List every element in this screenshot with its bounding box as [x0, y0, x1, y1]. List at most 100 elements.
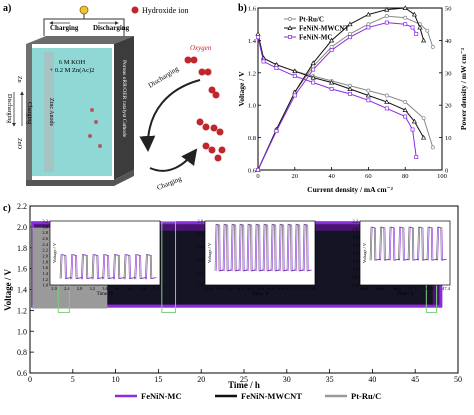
power-line — [257, 22, 417, 171]
legend-label: Pt-Ru/C — [351, 391, 381, 401]
data-point — [411, 118, 417, 124]
inset-y-tick-label: 1.4 — [352, 251, 358, 256]
panel-label-a: a) — [3, 3, 11, 14]
inset-y-tick-label: 1.8 — [352, 235, 358, 240]
y-tick-label: 1.8 — [17, 244, 27, 253]
inset-x-tick-label: 3.6 — [102, 286, 108, 291]
x-tick-label: 35 — [326, 375, 334, 384]
data-point — [403, 114, 408, 119]
inset-x-tick-label: 47.4 — [442, 286, 451, 291]
y2-tick-label: 40 — [445, 38, 452, 45]
inset-y-tick-label: 3.0 — [42, 224, 48, 229]
inset-x-tick-label: 47.0 — [409, 286, 418, 291]
data-point — [256, 35, 260, 40]
inset-y-tick-label: 1.2 — [42, 277, 48, 282]
inset-y-tick-label: 1.0 — [352, 267, 358, 272]
inset-y-tick-label: 0.6 — [352, 283, 358, 288]
hydroxide-ions — [88, 108, 102, 148]
cathode-plate — [114, 36, 134, 180]
polarization-line — [257, 35, 434, 148]
x-tick-label: 40 — [328, 173, 335, 180]
y-tick-label: 1.0 — [17, 327, 27, 336]
data-point — [430, 145, 435, 150]
inset-x-tick-label: 46.6 — [376, 286, 385, 291]
inset-x-tick-label: 16.2 — [246, 286, 254, 291]
inset-3: 0.6 0.8 1.0 1.2 1.4 1.6 1.8 2.0 2.2 46.4 46.6 46.8 4… — [352, 219, 450, 297]
data-point — [417, 24, 423, 30]
inset-x-tick-label: 5.2 — [153, 286, 159, 291]
inset-y-tick-label: 1.0 — [197, 283, 203, 288]
inset-y-axis-label: Voltage / V — [207, 242, 212, 263]
x-tick-label: 0 — [256, 173, 259, 180]
electrolyte-line1: 6 M KOH — [59, 59, 86, 66]
x-tick-label: 45 — [411, 375, 419, 384]
inset-2: 1.01.21.41.61.82.015.4 15.6 15.8 16.0 16.2 16… — [197, 219, 315, 297]
data-point — [430, 44, 435, 49]
data-point — [329, 79, 335, 85]
inset-y-axis-label: Voltage / V — [52, 242, 57, 263]
data-point — [366, 98, 371, 103]
inset-cycle-line — [60, 254, 157, 280]
data-point — [329, 44, 334, 49]
data-point — [384, 106, 389, 111]
series-group — [255, 5, 435, 172]
inset-y-tick-label: 2.2 — [42, 248, 48, 253]
data-point — [384, 6, 390, 12]
inset-y-tick-label: 1.8 — [42, 259, 48, 264]
data-point — [425, 28, 430, 33]
data-point — [256, 168, 260, 172]
y2-tick-label: 20 — [445, 103, 452, 110]
arrow-charging-label: Charging — [156, 175, 183, 192]
inset-x-tick-label: 17.0 — [287, 286, 296, 291]
data-point — [329, 48, 334, 53]
y2-axis-label: Power density / mW cm⁻² — [459, 47, 468, 130]
left-charging-label: Charging — [26, 102, 32, 124]
anode-label: Zinc Anode — [48, 98, 54, 126]
inset-y-tick-label: 1.2 — [352, 259, 358, 264]
inset-x-tick-label: 17.2 — [297, 286, 305, 291]
oxygen-label: Oxygen — [190, 44, 212, 52]
inset-frame — [49, 220, 161, 286]
y-tick-label: 2.2 — [17, 202, 27, 211]
data-point — [414, 31, 419, 36]
inset-y-tick-label: 2.4 — [42, 242, 48, 247]
data-point — [410, 25, 415, 30]
inset-frame — [359, 220, 451, 286]
x-axis-ticks: 0 20 40 60 80 100 — [256, 167, 447, 180]
anode-plate — [26, 44, 32, 180]
data-point — [411, 11, 417, 17]
inset-x-tick-label: 16.0 — [236, 286, 245, 291]
x-tick-label: 100 — [437, 173, 447, 180]
inset-x-tick-label: 2.8 — [77, 286, 83, 291]
inset-x-axis-label: Time / h — [397, 292, 414, 297]
inset-x-axis-label: Time / h — [97, 292, 114, 297]
y2-axis-ticks: 0 10 20 30 40 50 — [439, 6, 452, 175]
x-tick-label: 25 — [240, 375, 248, 384]
data-point — [347, 21, 353, 27]
battery-top — [26, 36, 134, 44]
y-tick-label: 0.6 — [17, 369, 27, 378]
x-tick-label: 10 — [112, 375, 120, 384]
data-point — [410, 127, 415, 132]
data-point — [347, 86, 353, 91]
data-point — [421, 37, 427, 43]
y2-tick-label: 30 — [445, 70, 452, 77]
inset-y-tick-label: 1.6 — [42, 265, 48, 270]
plot-frame — [257, 7, 443, 171]
data-point — [292, 74, 297, 78]
data-point — [384, 14, 389, 19]
inset-x-tick-label: 2.0 — [51, 286, 57, 291]
data-point — [365, 92, 371, 98]
data-point — [403, 100, 408, 104]
y-tick-label: 1.4 — [17, 286, 27, 295]
discharging-label: Discharging — [93, 24, 130, 32]
panel-label-c: c) — [3, 203, 11, 214]
data-point — [402, 5, 408, 10]
data-point — [273, 61, 279, 67]
inset-y-tick-label: 0.8 — [352, 275, 358, 280]
data-point — [384, 20, 389, 25]
y-tick-label: 0.6 — [248, 168, 257, 175]
inset-y-tick-label: 1.4 — [42, 271, 48, 276]
data-point — [384, 99, 390, 104]
